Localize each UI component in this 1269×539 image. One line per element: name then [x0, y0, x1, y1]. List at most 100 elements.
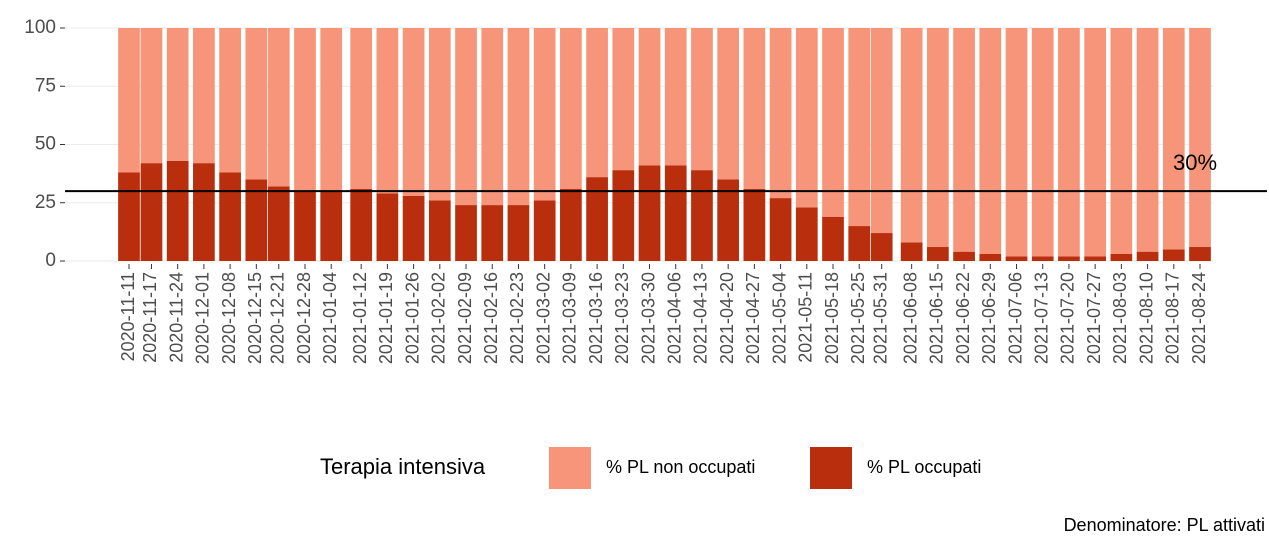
y-tick-label: 0	[45, 250, 56, 271]
bar-segment	[953, 28, 975, 252]
bar-segment	[1058, 256, 1080, 261]
bar-segment	[822, 28, 844, 217]
x-tick-label: 2021-03-16	[586, 272, 606, 364]
x-tick-label: 2020-12-21	[268, 272, 288, 364]
bar-segment	[219, 172, 241, 261]
bar-segment	[1031, 256, 1054, 261]
bar-segment	[1162, 249, 1185, 261]
bar-segment	[118, 172, 140, 261]
bar-segment	[848, 226, 871, 261]
bar-segment	[870, 233, 893, 261]
bar-segment	[507, 28, 530, 206]
bar-segment	[638, 28, 661, 166]
bar-segment	[193, 28, 215, 164]
bar-segment	[1058, 28, 1080, 257]
x-tick-label: 2020-11-24	[166, 272, 186, 363]
bar-segment	[638, 165, 661, 261]
bar-segment	[140, 28, 163, 164]
bar-segment	[402, 28, 425, 196]
x-tick-label: 2021-04-13	[691, 272, 711, 364]
bar-segment	[979, 28, 1002, 255]
bar-segment	[691, 28, 713, 171]
bar-segment	[219, 28, 241, 173]
legend-swatch	[549, 447, 591, 489]
x-tick-label: 2021-07-13	[1031, 272, 1051, 364]
x-tick-label: 2020-12-08	[219, 272, 239, 364]
x-tick-label: 2021-01-04	[320, 272, 340, 364]
legend-swatch	[810, 447, 852, 489]
bar-segment	[769, 28, 792, 199]
x-tick-label: 2021-07-27	[1084, 272, 1104, 364]
bar-segment	[481, 28, 504, 206]
x-tick-label: 2021-01-19	[376, 272, 396, 364]
x-tick-label: 2021-06-08	[900, 272, 920, 364]
bar-segment	[1162, 28, 1185, 250]
bar-segment	[1189, 28, 1211, 248]
bar-segment	[455, 205, 477, 261]
bar-segment	[586, 177, 608, 261]
bar-segment	[1136, 28, 1159, 252]
x-tick-label: 2021-01-26	[402, 272, 422, 364]
x-tick-label: 2021-06-15	[927, 272, 947, 364]
y-tick-label: 25	[35, 192, 56, 213]
x-tick-label: 2020-12-15	[245, 272, 265, 364]
x-tick-label: 2020-11-17	[140, 272, 160, 363]
bar-segment	[428, 28, 451, 201]
bar-segment	[664, 28, 687, 166]
bar-segment	[245, 28, 268, 180]
bar-segment	[691, 170, 713, 261]
bar-segment	[428, 200, 451, 261]
bar-segment	[795, 28, 818, 208]
bar-segment	[376, 28, 399, 194]
x-tick-label: 2021-03-23	[612, 272, 632, 364]
bar-segment	[1005, 28, 1028, 257]
bar-segment	[664, 165, 687, 261]
bar-segment	[1110, 254, 1133, 261]
bar-segment	[320, 191, 343, 261]
x-tick-label: 2021-05-04	[769, 272, 789, 364]
x-tick-label: 2021-02-23	[507, 272, 527, 364]
bar-segment	[717, 179, 740, 261]
bar-segment	[118, 28, 140, 173]
bar-segment	[900, 28, 923, 243]
bar-segment	[900, 242, 923, 261]
x-tick-label: 2021-06-22	[953, 272, 973, 364]
bar-segment	[350, 188, 373, 261]
bar-segment	[402, 195, 425, 261]
bar-segment	[717, 28, 740, 180]
x-tick-label: 2021-07-20	[1058, 272, 1078, 364]
bar-segment	[267, 186, 290, 261]
bar-segment	[927, 28, 949, 248]
bar-segment	[560, 188, 582, 261]
bar-segment	[245, 179, 268, 261]
bar-segment	[166, 160, 189, 261]
reference-label: 30%	[1173, 150, 1217, 175]
x-tick-label: 2020-11-11	[118, 272, 138, 361]
bar-segment	[848, 28, 871, 227]
bar-segment	[1084, 28, 1107, 257]
x-tick-label: 2021-07-06	[1005, 272, 1025, 364]
bar-segment	[795, 207, 818, 261]
bar-segment	[376, 193, 399, 261]
bar-segment	[267, 28, 290, 187]
bar-segment	[193, 163, 215, 261]
bar-segment	[822, 216, 844, 261]
x-tick-label: 2020-12-01	[193, 272, 213, 364]
bar-segment	[1110, 28, 1133, 255]
x-tick-label: 2021-05-11	[796, 272, 816, 363]
bar-segment	[350, 28, 373, 189]
bar-segment	[533, 28, 556, 201]
bar-segment	[507, 205, 530, 261]
bar-segment	[455, 28, 477, 206]
bar-segment	[140, 163, 163, 261]
bar-segment	[612, 170, 635, 261]
bar-segment	[743, 28, 766, 189]
x-tick-label: 2021-05-25	[848, 272, 868, 364]
y-tick-label: 100	[24, 17, 56, 38]
bar-segment	[1031, 28, 1054, 257]
x-tick-label: 2021-02-02	[429, 272, 449, 364]
x-tick-label: 2020-12-28	[294, 272, 314, 364]
x-tick-label: 2021-02-16	[481, 272, 501, 364]
legend-title: Terapia intensiva	[320, 454, 486, 479]
x-tick-label: 2021-02-09	[455, 272, 475, 364]
